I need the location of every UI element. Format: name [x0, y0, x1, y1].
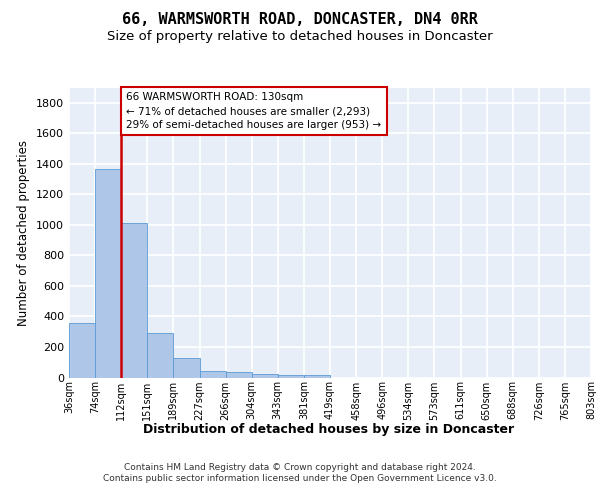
- Bar: [199, 371, 226, 378]
- Text: Contains HM Land Registry data © Crown copyright and database right 2024.: Contains HM Land Registry data © Crown c…: [124, 462, 476, 471]
- Text: Distribution of detached houses by size in Doncaster: Distribution of detached houses by size …: [143, 422, 514, 436]
- Text: 66, WARMSWORTH ROAD, DONCASTER, DN4 0RR: 66, WARMSWORTH ROAD, DONCASTER, DN4 0RR: [122, 12, 478, 28]
- Text: Size of property relative to detached houses in Doncaster: Size of property relative to detached ho…: [107, 30, 493, 43]
- Bar: [95, 169, 121, 378]
- Bar: [121, 224, 148, 378]
- Bar: [278, 375, 304, 378]
- Bar: [173, 358, 199, 378]
- Bar: [226, 372, 252, 378]
- Bar: [69, 324, 95, 378]
- Bar: [252, 374, 278, 378]
- Text: Contains public sector information licensed under the Open Government Licence v3: Contains public sector information licen…: [103, 474, 497, 483]
- Bar: [304, 375, 330, 378]
- Text: 66 WARMSWORTH ROAD: 130sqm
← 71% of detached houses are smaller (2,293)
29% of s: 66 WARMSWORTH ROAD: 130sqm ← 71% of deta…: [127, 92, 382, 130]
- Y-axis label: Number of detached properties: Number of detached properties: [17, 140, 31, 326]
- Bar: [148, 333, 173, 378]
